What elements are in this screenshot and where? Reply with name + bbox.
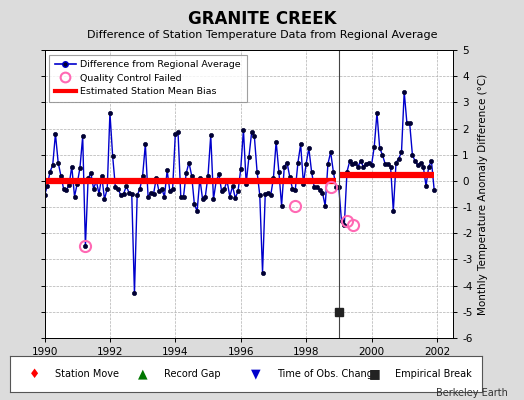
Text: Berkeley Earth: Berkeley Earth [436,388,508,398]
Legend: Difference from Regional Average, Quality Control Failed, Estimated Station Mean: Difference from Regional Average, Qualit… [49,55,247,102]
Text: ▲: ▲ [138,368,147,380]
Text: ▼: ▼ [251,368,260,380]
Text: Time of Obs. Change: Time of Obs. Change [277,369,379,379]
Text: ♦: ♦ [29,368,40,380]
Text: Empirical Break: Empirical Break [395,369,472,379]
Text: Difference of Station Temperature Data from Regional Average: Difference of Station Temperature Data f… [87,30,437,40]
Text: ■: ■ [369,368,380,380]
Text: Station Move: Station Move [55,369,119,379]
Text: Record Gap: Record Gap [163,369,221,379]
Y-axis label: Monthly Temperature Anomaly Difference (°C): Monthly Temperature Anomaly Difference (… [478,73,488,315]
Text: GRANITE CREEK: GRANITE CREEK [188,10,336,28]
